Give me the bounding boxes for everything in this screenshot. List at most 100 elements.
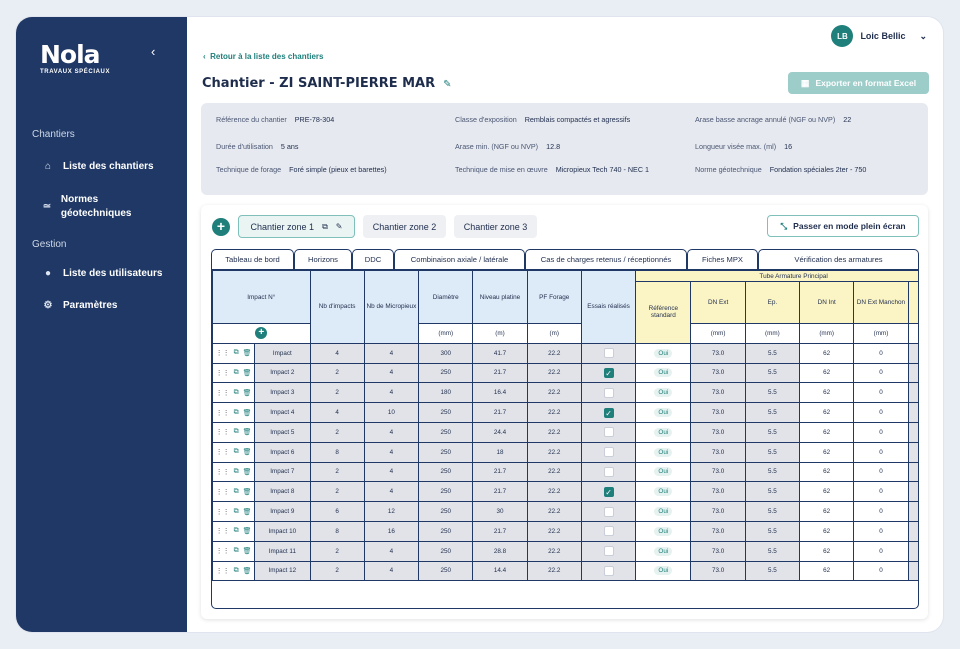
status-badge[interactable]: Oui <box>654 507 673 517</box>
cell-dn-ext-manchon[interactable]: 0 <box>853 362 909 384</box>
trash-icon[interactable]: 🗑 <box>242 409 252 417</box>
table-row[interactable]: ⋮⋮ ⧉ 🗑 Impact 4 4 10 250 21.7 22.2 ✓ Oui 73.0 5.5 62 0 <box>212 402 918 423</box>
cell-diametre[interactable]: 250 <box>418 441 474 463</box>
cell-dn-int[interactable]: 62 <box>799 481 855 503</box>
cell-dn-int[interactable]: 62 <box>799 441 855 463</box>
trash-icon[interactable]: 🗑 <box>242 389 252 397</box>
cell-pf-forage[interactable]: 22.2 <box>526 560 582 582</box>
cell-dn-ext[interactable]: 73.0 <box>690 540 746 562</box>
table-row[interactable]: ⋮⋮ ⧉ 🗑 Impact 5 2 4 250 24.4 22.2 Oui 73.0 5.5 62 0 <box>212 421 918 443</box>
table-row[interactable]: ⋮⋮ ⧉ 🗑 Impact 7 2 4 250 21.7 22.2 Oui 73.0 5.5 62 0 <box>212 461 918 483</box>
cell-diametre[interactable]: 250 <box>418 421 474 443</box>
copy-icon[interactable]: ⧉ <box>322 221 328 231</box>
status-badge[interactable]: Oui <box>654 546 673 556</box>
table-row[interactable]: ⋮⋮ ⧉ 🗑 Impact 2 2 4 250 21.7 22.2 ✓ Oui 73.0 5.5 62 0 <box>212 362 918 384</box>
essai-checkbox[interactable]: ✓ <box>603 486 614 497</box>
trash-icon[interactable]: 🗑 <box>242 429 252 437</box>
cell-dn-ext-manchon[interactable]: 0 <box>853 402 909 423</box>
cell-nb-micropieux[interactable]: 4 <box>363 560 420 582</box>
status-badge[interactable]: Oui <box>654 348 673 358</box>
add-row-button[interactable]: + <box>255 327 268 340</box>
edit-icon[interactable]: ✎ <box>443 79 452 90</box>
cell-ep[interactable]: 5.5 <box>744 540 801 562</box>
table-row[interactable]: ⋮⋮ ⧉ 🗑 Impact 11 2 4 250 28.8 22.2 Oui 73.0 5.5 62 0 <box>212 540 918 562</box>
table-row[interactable]: ⋮⋮ ⧉ 🗑 Impact 6 8 4 250 18 22.2 Oui 73.0 5.5 62 0 <box>212 441 918 463</box>
cell-dn-ext-manchon[interactable]: 0 <box>853 520 909 542</box>
cell-ep[interactable]: 5.5 <box>744 402 801 423</box>
trash-icon[interactable]: 🗑 <box>242 369 252 377</box>
cell-nb-micropieux[interactable]: 16 <box>363 520 420 542</box>
cell-impact[interactable]: Impact 3 <box>254 382 311 404</box>
drag-handle-icon[interactable]: ⋮⋮ <box>215 548 230 556</box>
cell-diametre[interactable]: 250 <box>418 540 474 562</box>
cell-nb-impacts[interactable]: 2 <box>309 481 365 503</box>
cell-impact[interactable]: Impact 4 <box>254 402 311 423</box>
cell-ep[interactable]: 5.5 <box>744 461 801 483</box>
cell-ep[interactable]: 5.5 <box>744 501 801 522</box>
essai-checkbox[interactable]: ✓ <box>603 407 614 418</box>
cell-dn-int[interactable]: 62 <box>799 342 855 364</box>
cell-dn-ext[interactable]: 73.0 <box>690 481 746 503</box>
table-row[interactable]: ⋮⋮ ⧉ 🗑 Impact 3 2 4 180 16.4 22.2 Oui 73.0 5.5 62 0 <box>212 382 918 404</box>
cell-dn-int[interactable]: 62 <box>799 461 855 483</box>
cell-dn-ext[interactable]: 73.0 <box>690 560 746 582</box>
cell-nb-impacts[interactable]: 4 <box>309 402 365 423</box>
essai-checkbox[interactable] <box>603 387 614 398</box>
cell-nb-impacts[interactable]: 8 <box>309 441 365 463</box>
cell-dn-int[interactable]: 62 <box>799 382 855 404</box>
cell-nb-micropieux[interactable]: 4 <box>363 342 420 364</box>
copy-icon[interactable]: ⧉ <box>233 566 239 574</box>
sidebar-item-liste-chantiers[interactable]: ⌂ Liste des chantiers <box>42 161 154 172</box>
chevron-left-icon[interactable]: ‹ <box>151 44 156 59</box>
drag-handle-icon[interactable]: ⋮⋮ <box>215 350 230 358</box>
cell-niveau-platine[interactable]: 21.7 <box>472 402 528 423</box>
copy-icon[interactable]: ⧉ <box>233 408 239 416</box>
cell-diametre[interactable]: 250 <box>418 501 474 522</box>
status-badge[interactable]: Oui <box>654 467 673 477</box>
trash-icon[interactable]: 🗑 <box>242 567 252 575</box>
cell-dn-ext-manchon[interactable]: 0 <box>853 421 909 443</box>
status-badge[interactable]: Oui <box>654 487 673 497</box>
drag-handle-icon[interactable]: ⋮⋮ <box>215 369 230 377</box>
essai-checkbox[interactable] <box>603 466 614 477</box>
copy-icon[interactable]: ⧉ <box>233 388 239 396</box>
cell-ep[interactable]: 5.5 <box>744 342 801 364</box>
copy-icon[interactable]: ⧉ <box>233 507 239 515</box>
status-badge[interactable]: Oui <box>654 408 673 418</box>
essai-checkbox[interactable] <box>603 506 614 517</box>
tab-ddc[interactable]: DDC <box>352 249 394 269</box>
essai-checkbox[interactable] <box>603 427 614 438</box>
drag-handle-icon[interactable]: ⋮⋮ <box>215 449 230 457</box>
cell-ep[interactable]: 5.5 <box>744 362 801 384</box>
drag-handle-icon[interactable]: ⋮⋮ <box>215 429 230 437</box>
cell-impact[interactable]: Impact 10 <box>254 520 311 542</box>
cell-dn-int[interactable]: 62 <box>799 402 855 423</box>
table-row[interactable]: ⋮⋮ ⧉ 🗑 Impact 12 2 4 250 14.4 22.2 Oui 73.0 5.5 62 0 <box>212 560 918 582</box>
cell-pf-forage[interactable]: 22.2 <box>526 402 582 423</box>
cell-dn-ext[interactable]: 73.0 <box>690 501 746 522</box>
drag-handle-icon[interactable]: ⋮⋮ <box>215 567 230 575</box>
cell-nb-impacts[interactable]: 2 <box>309 461 365 483</box>
cell-nb-micropieux[interactable]: 4 <box>363 461 420 483</box>
cell-dn-ext[interactable]: 73.0 <box>690 342 746 364</box>
cell-nb-impacts[interactable]: 4 <box>309 342 365 364</box>
cell-dn-ext[interactable]: 73.0 <box>690 520 746 542</box>
cell-impact[interactable]: Impact 8 <box>254 481 311 503</box>
tab-combinaison[interactable]: Combinaison axiale / latérale <box>394 249 525 269</box>
cell-niveau-platine[interactable]: 21.7 <box>472 362 528 384</box>
cell-diametre[interactable]: 250 <box>418 520 474 542</box>
table-row[interactable]: ⋮⋮ ⧉ 🗑 Impact 4 4 300 41.7 22.2 Oui 73.0 5.5 62 0 <box>212 342 918 364</box>
cell-ep[interactable]: 5.5 <box>744 441 801 463</box>
cell-diametre[interactable]: 300 <box>418 342 474 364</box>
cell-dn-ext-manchon[interactable]: 0 <box>853 441 909 463</box>
drag-handle-icon[interactable]: ⋮⋮ <box>215 389 230 397</box>
cell-niveau-platine[interactable]: 21.7 <box>472 461 528 483</box>
cell-niveau-platine[interactable]: 30 <box>472 501 528 522</box>
essai-checkbox[interactable] <box>603 565 614 576</box>
cell-dn-int[interactable]: 62 <box>799 421 855 443</box>
edit-icon[interactable]: ✎ <box>335 222 343 231</box>
cell-nb-impacts[interactable]: 2 <box>309 560 365 582</box>
copy-icon[interactable]: ⧉ <box>233 527 239 535</box>
drag-handle-icon[interactable]: ⋮⋮ <box>215 528 230 536</box>
drag-handle-icon[interactable]: ⋮⋮ <box>215 488 230 496</box>
